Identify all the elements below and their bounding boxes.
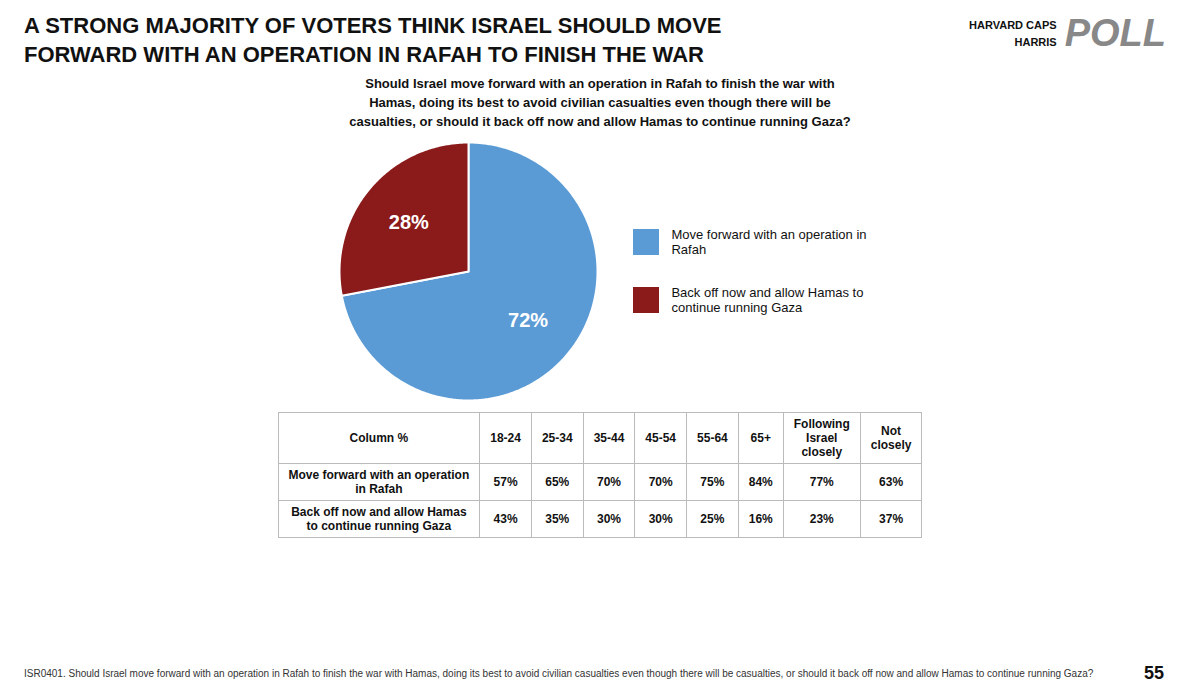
html-text:43%: 43%	[493, 511, 518, 526]
html-text:A STRONG MAJORITY OF VOTERS TH: A STRONG MAJORITY OF VOTERS THINK ISRAEL…	[24, 13, 722, 67]
html-text:30%: 30%	[597, 511, 621, 526]
html-text:55-64: 55-64	[697, 430, 728, 445]
html-text:Back off now and allow Hamas t: Back off now and allow Hamas to continue…	[671, 284, 864, 315]
html-text:37%: 37%	[879, 511, 904, 526]
html-text:55: 55	[1144, 663, 1164, 683]
svg-text:28%: 28%	[389, 210, 429, 232]
html-text:16%: 16%	[748, 511, 773, 526]
html-text:Back off now and allow Hamas t: Back off now and allow Hamas to continue…	[291, 504, 467, 533]
html-text:75%: 75%	[700, 474, 725, 489]
html-text:25%: 25%	[700, 511, 725, 526]
html-text:POLL: POLL	[1064, 12, 1166, 54]
html-text:18-24: 18-24	[490, 430, 521, 445]
html-text:23%: 23%	[809, 511, 834, 526]
html-text:63%: 63%	[879, 474, 904, 489]
html-text:HARRIS: HARRIS	[1014, 35, 1057, 48]
html-text:Should Israel move forward wit: Should Israel move forward with an opera…	[349, 76, 851, 129]
html-text:65%: 65%	[545, 474, 570, 489]
html-text:Not closely: Not closely	[870, 423, 912, 452]
html-text:HARVARD CAPS: HARVARD CAPS	[969, 19, 1057, 31]
html-text:35-44: 35-44	[593, 430, 625, 445]
html-text:70%: 70%	[648, 474, 673, 489]
html-text:30%: 30%	[648, 511, 673, 526]
html-text:Column %: Column %	[349, 430, 409, 445]
html-text:45-54: 45-54	[645, 430, 676, 445]
svg-text:72%: 72%	[509, 309, 549, 331]
html-text:57%: 57%	[493, 474, 518, 489]
html-text:Move forward with an operation: Move forward with an operation in Rafah	[671, 226, 867, 257]
html-text:84%: 84%	[748, 474, 773, 489]
html-text:77%: 77%	[809, 474, 834, 489]
html-text:ISR0401. Should Israel move fo: ISR0401. Should Israel move forward with…	[24, 667, 1094, 679]
html-text:Following Israel closely: Following Israel closely	[793, 416, 850, 459]
html-text:65+: 65+	[750, 430, 771, 445]
html-text:Move forward with an operation: Move forward with an operation in Rafah	[288, 467, 470, 496]
html-text:35%: 35%	[545, 511, 570, 526]
html-text:70%: 70%	[597, 474, 621, 489]
html-text:25-34: 25-34	[541, 430, 573, 445]
